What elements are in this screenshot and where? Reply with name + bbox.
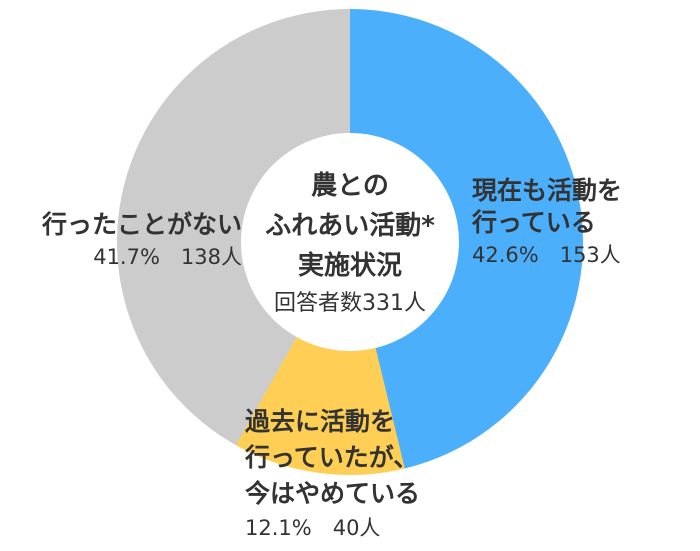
slice-label-never-stats: 41.7% 138人 (93, 245, 242, 269)
slice-label-past-line-1: 過去に活動を (245, 407, 396, 436)
slice-label-past-line-2: 行っていたが、 (245, 443, 419, 472)
slice-label-never: 行ったことがない 41.7% 138人 (42, 209, 242, 273)
slice-label-current-line-2: 行っている (472, 208, 596, 237)
chart-title-line-1: 農との (311, 171, 389, 201)
slice-label-past-line-3: 今はやめている (245, 479, 421, 508)
chart-center-title: 農との ふれあい活動* 実施状況 回答者数331人 (220, 166, 480, 322)
respondent-count: 回答者数331人 (274, 291, 426, 316)
slice-label-current-stats: 42.6% 153人 (472, 243, 621, 267)
slice-label-current: 現在も活動を 行っている 42.6% 153人 (472, 175, 622, 271)
slice-label-past-stats: 12.1% 40人 (245, 516, 381, 540)
donut-hole (241, 133, 459, 351)
slice-label-never-line-1: 行ったことがない (41, 210, 242, 239)
chart-title-line-2: ふれあい活動* (265, 211, 435, 241)
slice-label-current-line-1: 現在も活動を (472, 176, 623, 205)
chart-title-line-3: 実施状況 (297, 251, 402, 281)
slice-label-past: 過去に活動を 行っていたが、 今はやめている 12.1% 40人 (245, 404, 420, 544)
